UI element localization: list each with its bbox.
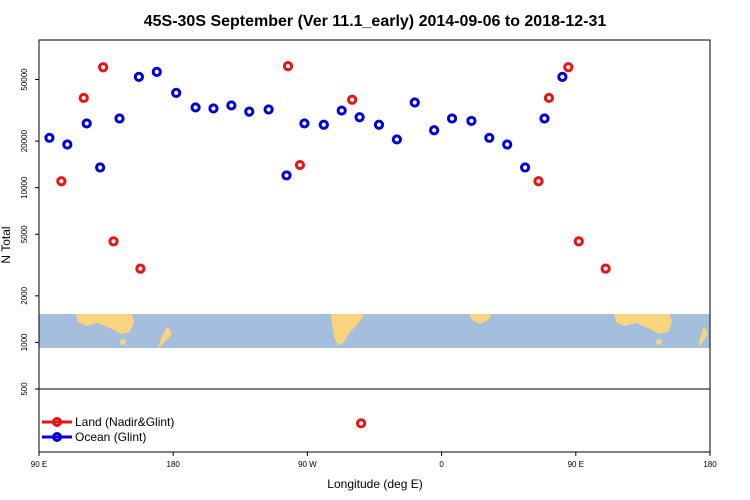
legend-swatch-marker-land — [52, 417, 62, 427]
data-point-land — [135, 263, 146, 274]
x-axis: 90 E 180 90 W 0 90 E 180 — [31, 452, 717, 469]
x-tick-label: 90 E — [31, 460, 47, 469]
x-tick-label: 0 — [439, 460, 444, 469]
data-point-ocean — [539, 113, 550, 124]
data-point-ocean — [133, 71, 145, 82]
x-axis-title: Longitude (deg E) — [327, 477, 422, 491]
data-point-ocean — [114, 113, 125, 124]
data-point-ocean — [151, 66, 162, 77]
data-point-ocean — [244, 106, 255, 117]
data-point-land — [543, 92, 555, 104]
landmass-south-america — [331, 314, 364, 346]
data-point-ocean — [171, 87, 182, 98]
legend-swatch-marker-ocean — [52, 432, 62, 442]
data-point-land — [347, 94, 358, 105]
world-map-strip — [39, 314, 710, 348]
data-point-ocean — [520, 162, 531, 173]
data-point-land — [355, 418, 367, 429]
x-tick-label: 90 W — [298, 460, 317, 469]
x-tick-label: 180 — [703, 460, 717, 469]
data-point-ocean — [226, 100, 237, 111]
y-tick-label: 50000 — [20, 68, 29, 91]
data-point-ocean — [429, 125, 440, 136]
data-point-ocean — [446, 113, 458, 124]
data-point-ocean — [484, 132, 495, 143]
y-tick-label: 10000 — [20, 176, 29, 199]
x-tick-label: 90 E — [568, 460, 584, 469]
legend: Land (Nadir&Glint) Ocean (Glint) — [42, 415, 174, 444]
data-point-ocean — [557, 71, 568, 82]
landmass-tasmania — [120, 339, 126, 345]
landmass-africa — [469, 314, 492, 324]
data-point-ocean — [281, 170, 292, 181]
data-point-ocean — [391, 134, 402, 145]
data-points — [44, 61, 611, 429]
data-point-ocean — [95, 162, 106, 173]
ocean-band — [39, 314, 710, 348]
landmass-tasmania-repeat — [656, 339, 662, 345]
data-point-ocean — [466, 115, 477, 127]
y-axis-title: N Total — [0, 226, 13, 263]
data-point-land — [573, 236, 584, 247]
legend-label-ocean: Ocean (Glint) — [75, 430, 146, 444]
data-point-land — [98, 62, 109, 73]
data-point-ocean — [81, 118, 92, 129]
y-tick-label: 2000 — [20, 286, 29, 304]
data-point-ocean — [354, 112, 365, 123]
data-point-ocean — [208, 103, 219, 114]
data-point-ocean — [299, 118, 310, 129]
y-tick-label: 5000 — [20, 225, 29, 243]
data-point-ocean — [336, 105, 347, 116]
y-axis: 500 1000 2000 5000 10000 20000 50000 — [20, 68, 39, 396]
data-point-ocean — [373, 119, 385, 130]
plot-frame — [38, 39, 711, 453]
y-tick-label: 1000 — [20, 333, 29, 351]
landmass-new-zealand — [158, 326, 172, 348]
y-tick-label: 20000 — [20, 129, 29, 152]
data-point-land — [294, 159, 306, 171]
data-point-land — [600, 263, 611, 274]
landmass-australia-repeat — [614, 314, 672, 334]
landmass-new-zealand-repeat — [698, 326, 708, 348]
data-point-land — [282, 61, 294, 72]
data-point-land — [533, 176, 544, 187]
data-point-land — [56, 176, 67, 187]
data-point-land — [108, 236, 119, 247]
y-tick-label: 500 — [20, 382, 29, 396]
landmass-australia — [76, 314, 134, 334]
data-point-ocean — [318, 119, 329, 130]
data-point-land — [563, 62, 574, 73]
data-point-ocean — [62, 139, 73, 150]
data-point-ocean — [263, 104, 274, 115]
chart-title: 45S-30S September (Ver 11.1_early) 2014-… — [144, 13, 607, 30]
data-point-land — [78, 92, 89, 104]
data-point-ocean — [409, 97, 420, 108]
data-point-ocean — [502, 139, 513, 150]
data-point-ocean — [44, 132, 55, 143]
data-point-ocean — [190, 102, 201, 113]
legend-label-land: Land (Nadir&Glint) — [75, 415, 174, 429]
x-tick-label: 180 — [167, 460, 181, 469]
